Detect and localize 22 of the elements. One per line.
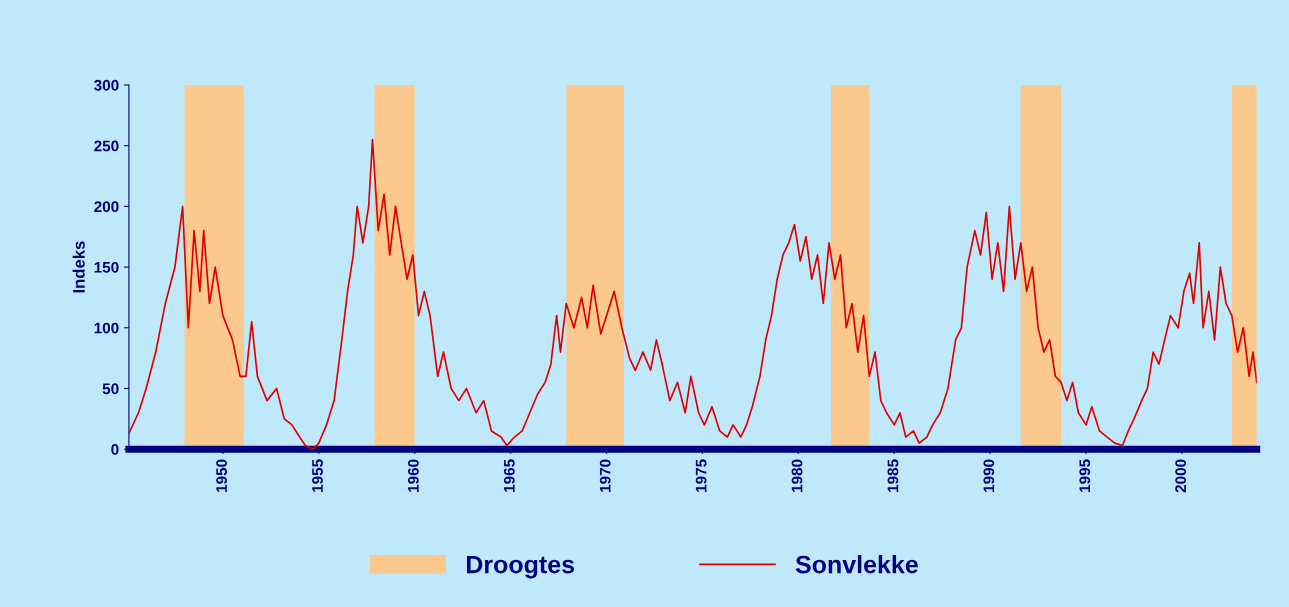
x-tick-label: 1995 — [1079, 459, 1091, 492]
y-tick-label: 50 — [102, 383, 119, 395]
x-tick-label: 1950 — [216, 459, 227, 492]
y-axis-title: Indeks — [72, 241, 85, 293]
legend-label: Sonvlekke — [795, 555, 918, 574]
y-tick-label: 0 — [111, 444, 119, 455]
x-tick-label: 1980 — [791, 459, 803, 492]
x-tick-label: 2000 — [1175, 459, 1187, 493]
x-tick-label: 1985 — [887, 459, 899, 492]
y-tick-label: 100 — [94, 322, 119, 334]
x-tick-label: 1965 — [503, 459, 515, 492]
x-tick-label: 1960 — [407, 459, 419, 492]
x-tick-label: 1955 — [312, 459, 323, 492]
y-tick-label: 150 — [94, 261, 119, 273]
x-tick-label: 1990 — [983, 459, 995, 492]
y-tick-label: 300 — [94, 79, 119, 91]
line-series — [128, 138, 1257, 450]
y-tick-label: 250 — [94, 140, 119, 152]
legend-label: Droogtes — [466, 555, 575, 579]
x-tick-label: 1970 — [599, 459, 611, 492]
y-tick-label: 200 — [94, 201, 119, 213]
x-tick-label: 1975 — [695, 459, 707, 492]
